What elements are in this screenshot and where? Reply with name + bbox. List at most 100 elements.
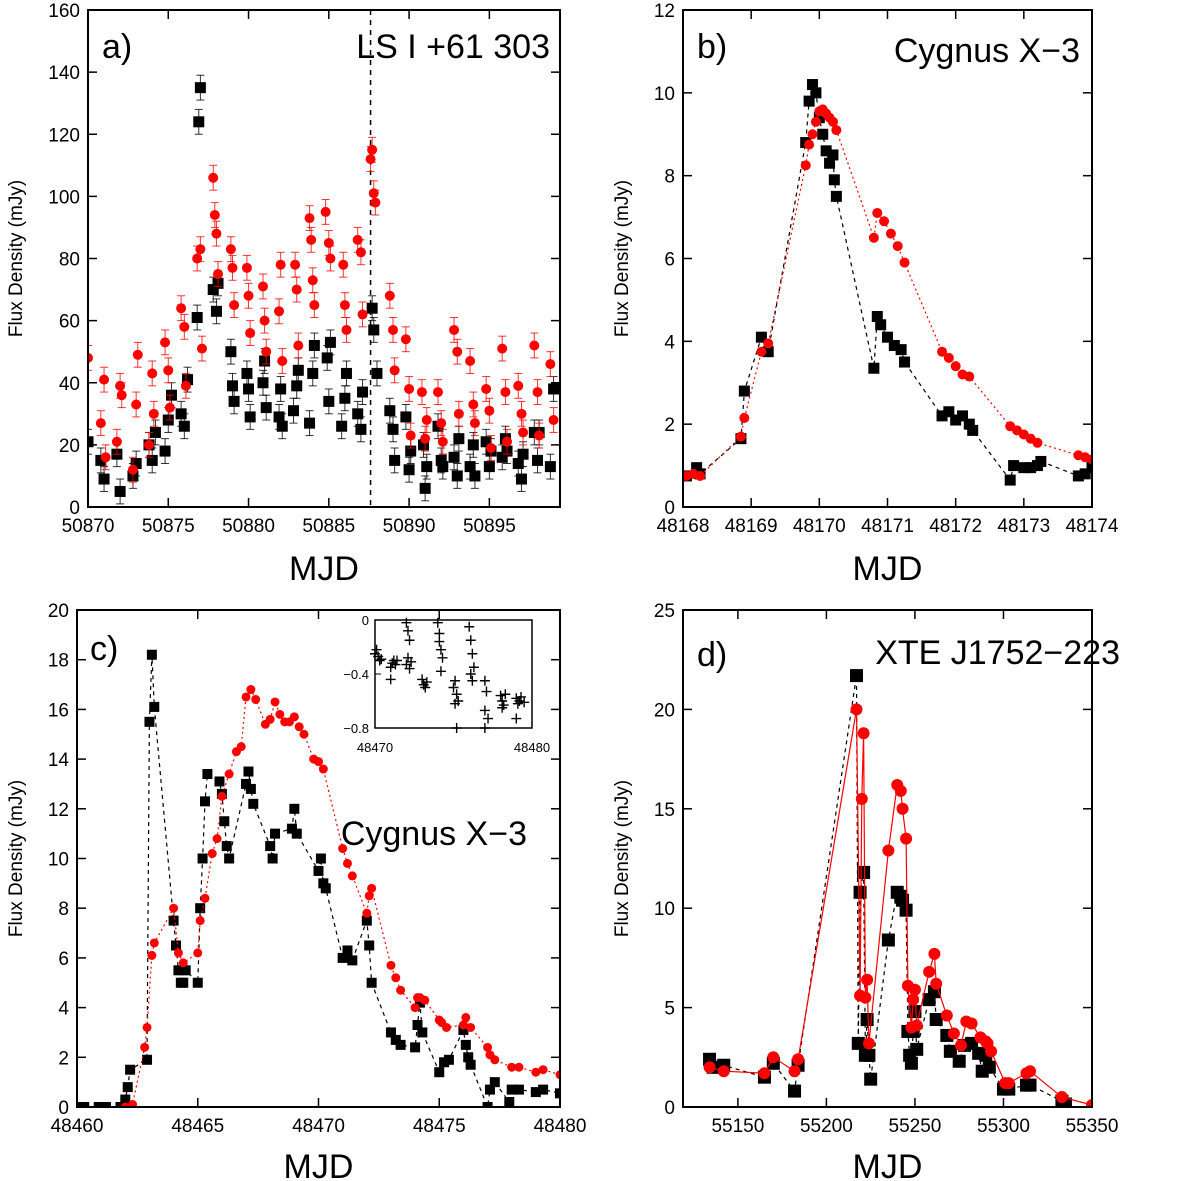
- data-point: [243, 290, 254, 301]
- data-point: [367, 144, 378, 155]
- data-point: [227, 262, 238, 273]
- plot-area: [683, 79, 1092, 486]
- data-point: [496, 451, 508, 463]
- panel-a: 50870 50875 50880 50885 50890 50895 0 20 40 60 80 1…: [6, 1, 561, 588]
- data-point: [274, 306, 285, 317]
- data-point: [910, 1042, 924, 1056]
- data-point: [504, 1097, 515, 1107]
- data-point: [982, 1060, 996, 1074]
- data-point: [241, 692, 251, 702]
- data-point: [1023, 1078, 1037, 1092]
- y-tick-label: 20: [654, 700, 675, 721]
- y-tick-label: 8: [664, 167, 675, 188]
- data-point: [484, 1084, 495, 1095]
- series-red: [703, 703, 1092, 1107]
- data-point: [307, 275, 318, 286]
- data-point: [436, 418, 447, 429]
- y-tick-label: 8: [58, 899, 69, 920]
- inset-point: [495, 690, 506, 701]
- series-line: [709, 675, 1066, 1105]
- series-black: [683, 79, 1092, 486]
- data-point: [956, 410, 968, 422]
- data-point: [507, 1062, 517, 1072]
- inset-y-tick-label: 0: [362, 613, 369, 628]
- data-point: [758, 1067, 771, 1080]
- data-point: [458, 1020, 468, 1030]
- data-point: [248, 798, 259, 809]
- data-point: [290, 259, 301, 270]
- inset-point: [421, 677, 432, 688]
- data-point: [950, 414, 962, 426]
- y-axis-label: Flux Density (mJy): [6, 180, 27, 337]
- data-point: [388, 324, 399, 335]
- panel-title: Cygnus X−3: [894, 32, 1080, 70]
- plot-area: [703, 669, 1092, 1107]
- data-point: [292, 364, 304, 376]
- data-point: [929, 1013, 943, 1027]
- data-point: [851, 1036, 865, 1050]
- data-point: [146, 649, 157, 660]
- data-point: [892, 241, 903, 252]
- data-point: [140, 1042, 150, 1052]
- data-point: [400, 334, 411, 345]
- data-point: [940, 1009, 953, 1022]
- data-point: [469, 418, 480, 429]
- data-point: [964, 371, 975, 382]
- data-point: [173, 948, 183, 958]
- data-point: [315, 853, 326, 864]
- data-point: [342, 945, 353, 956]
- data-point: [1035, 455, 1047, 467]
- data-point: [899, 356, 911, 368]
- data-point: [211, 228, 222, 239]
- inset-point: [516, 691, 527, 702]
- data-point: [461, 1013, 471, 1023]
- data-point: [855, 792, 868, 805]
- data-point: [228, 395, 240, 407]
- y-tick-label: 10: [654, 899, 675, 920]
- data-point: [965, 1036, 979, 1050]
- x-tick-label: 50880: [222, 516, 275, 537]
- data-point: [308, 339, 320, 351]
- data-point: [502, 436, 513, 447]
- data-point: [259, 355, 271, 367]
- data-point: [210, 305, 222, 317]
- data-point: [221, 841, 232, 852]
- data-point: [245, 328, 256, 339]
- data-point: [857, 865, 871, 879]
- data-point: [467, 439, 479, 451]
- data-point: [347, 871, 357, 881]
- data-point: [207, 849, 217, 859]
- data-point: [275, 259, 286, 270]
- data-point: [908, 983, 921, 996]
- data-point: [307, 367, 319, 379]
- data-point: [142, 1022, 152, 1032]
- data-point: [1025, 462, 1037, 474]
- data-point: [265, 714, 275, 724]
- data-point: [291, 284, 302, 295]
- data-point: [362, 908, 372, 918]
- x-tick-label: 55350: [1066, 1116, 1119, 1137]
- data-point: [881, 933, 895, 947]
- data-point: [419, 482, 431, 494]
- inset-point: [404, 663, 415, 674]
- data-point: [875, 319, 887, 331]
- data-point: [412, 1019, 423, 1030]
- data-point: [895, 344, 907, 356]
- inset-point: [450, 675, 461, 686]
- data-point: [1086, 462, 1092, 474]
- data-point: [828, 174, 840, 186]
- data-point: [1004, 474, 1016, 486]
- y-tick-label: 12: [48, 800, 69, 821]
- data-point: [756, 346, 767, 357]
- data-point: [395, 1039, 406, 1050]
- data-point: [810, 116, 821, 127]
- data-point: [853, 885, 867, 899]
- inset-point: [511, 713, 522, 724]
- data-point: [482, 1102, 493, 1107]
- data-point: [792, 1053, 805, 1066]
- data-point: [943, 352, 954, 363]
- data-point: [817, 128, 829, 140]
- data-point: [120, 1102, 130, 1107]
- data-point: [404, 383, 415, 394]
- data-point: [739, 412, 750, 423]
